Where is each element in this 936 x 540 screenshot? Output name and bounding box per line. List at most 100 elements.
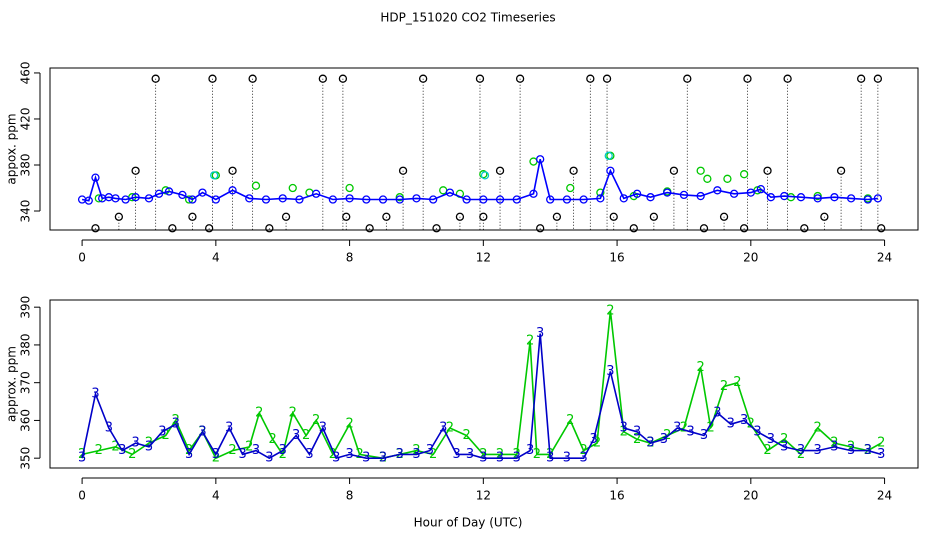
point-marker: 2 [279,447,287,462]
point [552,212,562,221]
y-tick-label: 340 [19,200,33,223]
point [515,74,525,83]
series-line [81,159,878,202]
point [800,224,809,233]
point-marker: 2 [245,439,253,454]
series-line [81,333,882,460]
x-tick-label: 20 [743,251,758,265]
point [796,193,806,202]
point [713,186,722,195]
point [154,189,164,198]
point [144,194,154,203]
point-marker: 2 [680,420,688,435]
point [586,74,595,83]
point-marker: 3 [305,447,313,462]
point [877,224,886,233]
point-marker: 2 [429,447,437,462]
point [546,195,555,204]
point [699,224,709,233]
point [609,212,618,221]
point [432,224,441,233]
point-marker: 3 [830,439,838,454]
x-tick-label: 12 [476,489,491,503]
point-marker: 2 [255,405,263,420]
point [412,194,421,203]
point-marker: 2 [228,443,236,458]
y-tick-label: 370 [19,371,33,394]
point-marker: 3 [496,451,504,466]
point [479,195,488,204]
point-marker: 2 [733,375,741,390]
point [846,194,856,203]
point-marker: 3 [700,428,708,443]
point [536,155,545,164]
point-marker: 2 [579,443,587,458]
point [445,188,455,197]
point [318,74,327,83]
point [663,188,672,197]
point-marker: 3 [686,424,694,439]
point [569,166,578,175]
point [756,185,766,194]
point [188,195,197,204]
point [188,212,197,221]
point-marker: 3 [105,420,113,435]
point-marker: 3 [797,443,805,458]
point [345,194,354,203]
x-axis-label: Hour of Day (UTC) [414,516,523,530]
point [813,191,822,201]
point-marker: 2 [593,436,601,451]
point [723,174,732,183]
point [91,173,100,182]
point [729,189,739,198]
point [696,191,705,201]
point-marker: 3 [727,417,735,432]
point-marker: 2 [747,417,755,432]
point-marker: 3 [412,447,420,462]
point [669,166,679,175]
x-tick-label: 0 [78,489,86,503]
point [198,188,207,197]
point [328,195,338,204]
point [562,195,572,204]
point-marker: 3 [379,451,387,466]
y-tick-label: 460 [19,61,33,84]
point [873,194,883,203]
point [766,193,776,202]
point [746,188,755,197]
point [345,183,354,193]
y-tick-label: 420 [19,108,33,131]
point [439,186,448,195]
point [281,212,291,221]
point [398,166,408,175]
point-marker: 2 [707,420,715,435]
point-marker: 3 [753,424,761,439]
point [131,166,140,175]
point-marker: 3 [536,326,544,341]
point [362,195,371,204]
point-marker: 3 [452,447,460,462]
point-marker: 3 [660,432,668,447]
point [739,224,749,233]
point-marker: 2 [513,447,521,462]
figure-title: HDP_151020 CO2 Timeseries [380,11,555,25]
point [480,171,490,180]
point [261,195,271,204]
point [228,166,237,175]
point-marker: 2 [814,420,822,435]
series-line [81,310,882,460]
point-marker: 3 [212,447,220,462]
x-tick-label: 12 [476,251,491,265]
point-marker: 3 [118,443,126,458]
point [228,186,237,195]
point-marker: 3 [646,436,654,451]
point [342,212,351,221]
point [529,157,538,166]
point-marker: 3 [319,420,327,435]
point-marker: 3 [198,424,206,439]
point [151,74,160,83]
point-marker: 3 [767,432,775,447]
point-marker: 3 [864,443,872,458]
point [646,193,655,202]
point-marker: 3 [78,451,86,466]
